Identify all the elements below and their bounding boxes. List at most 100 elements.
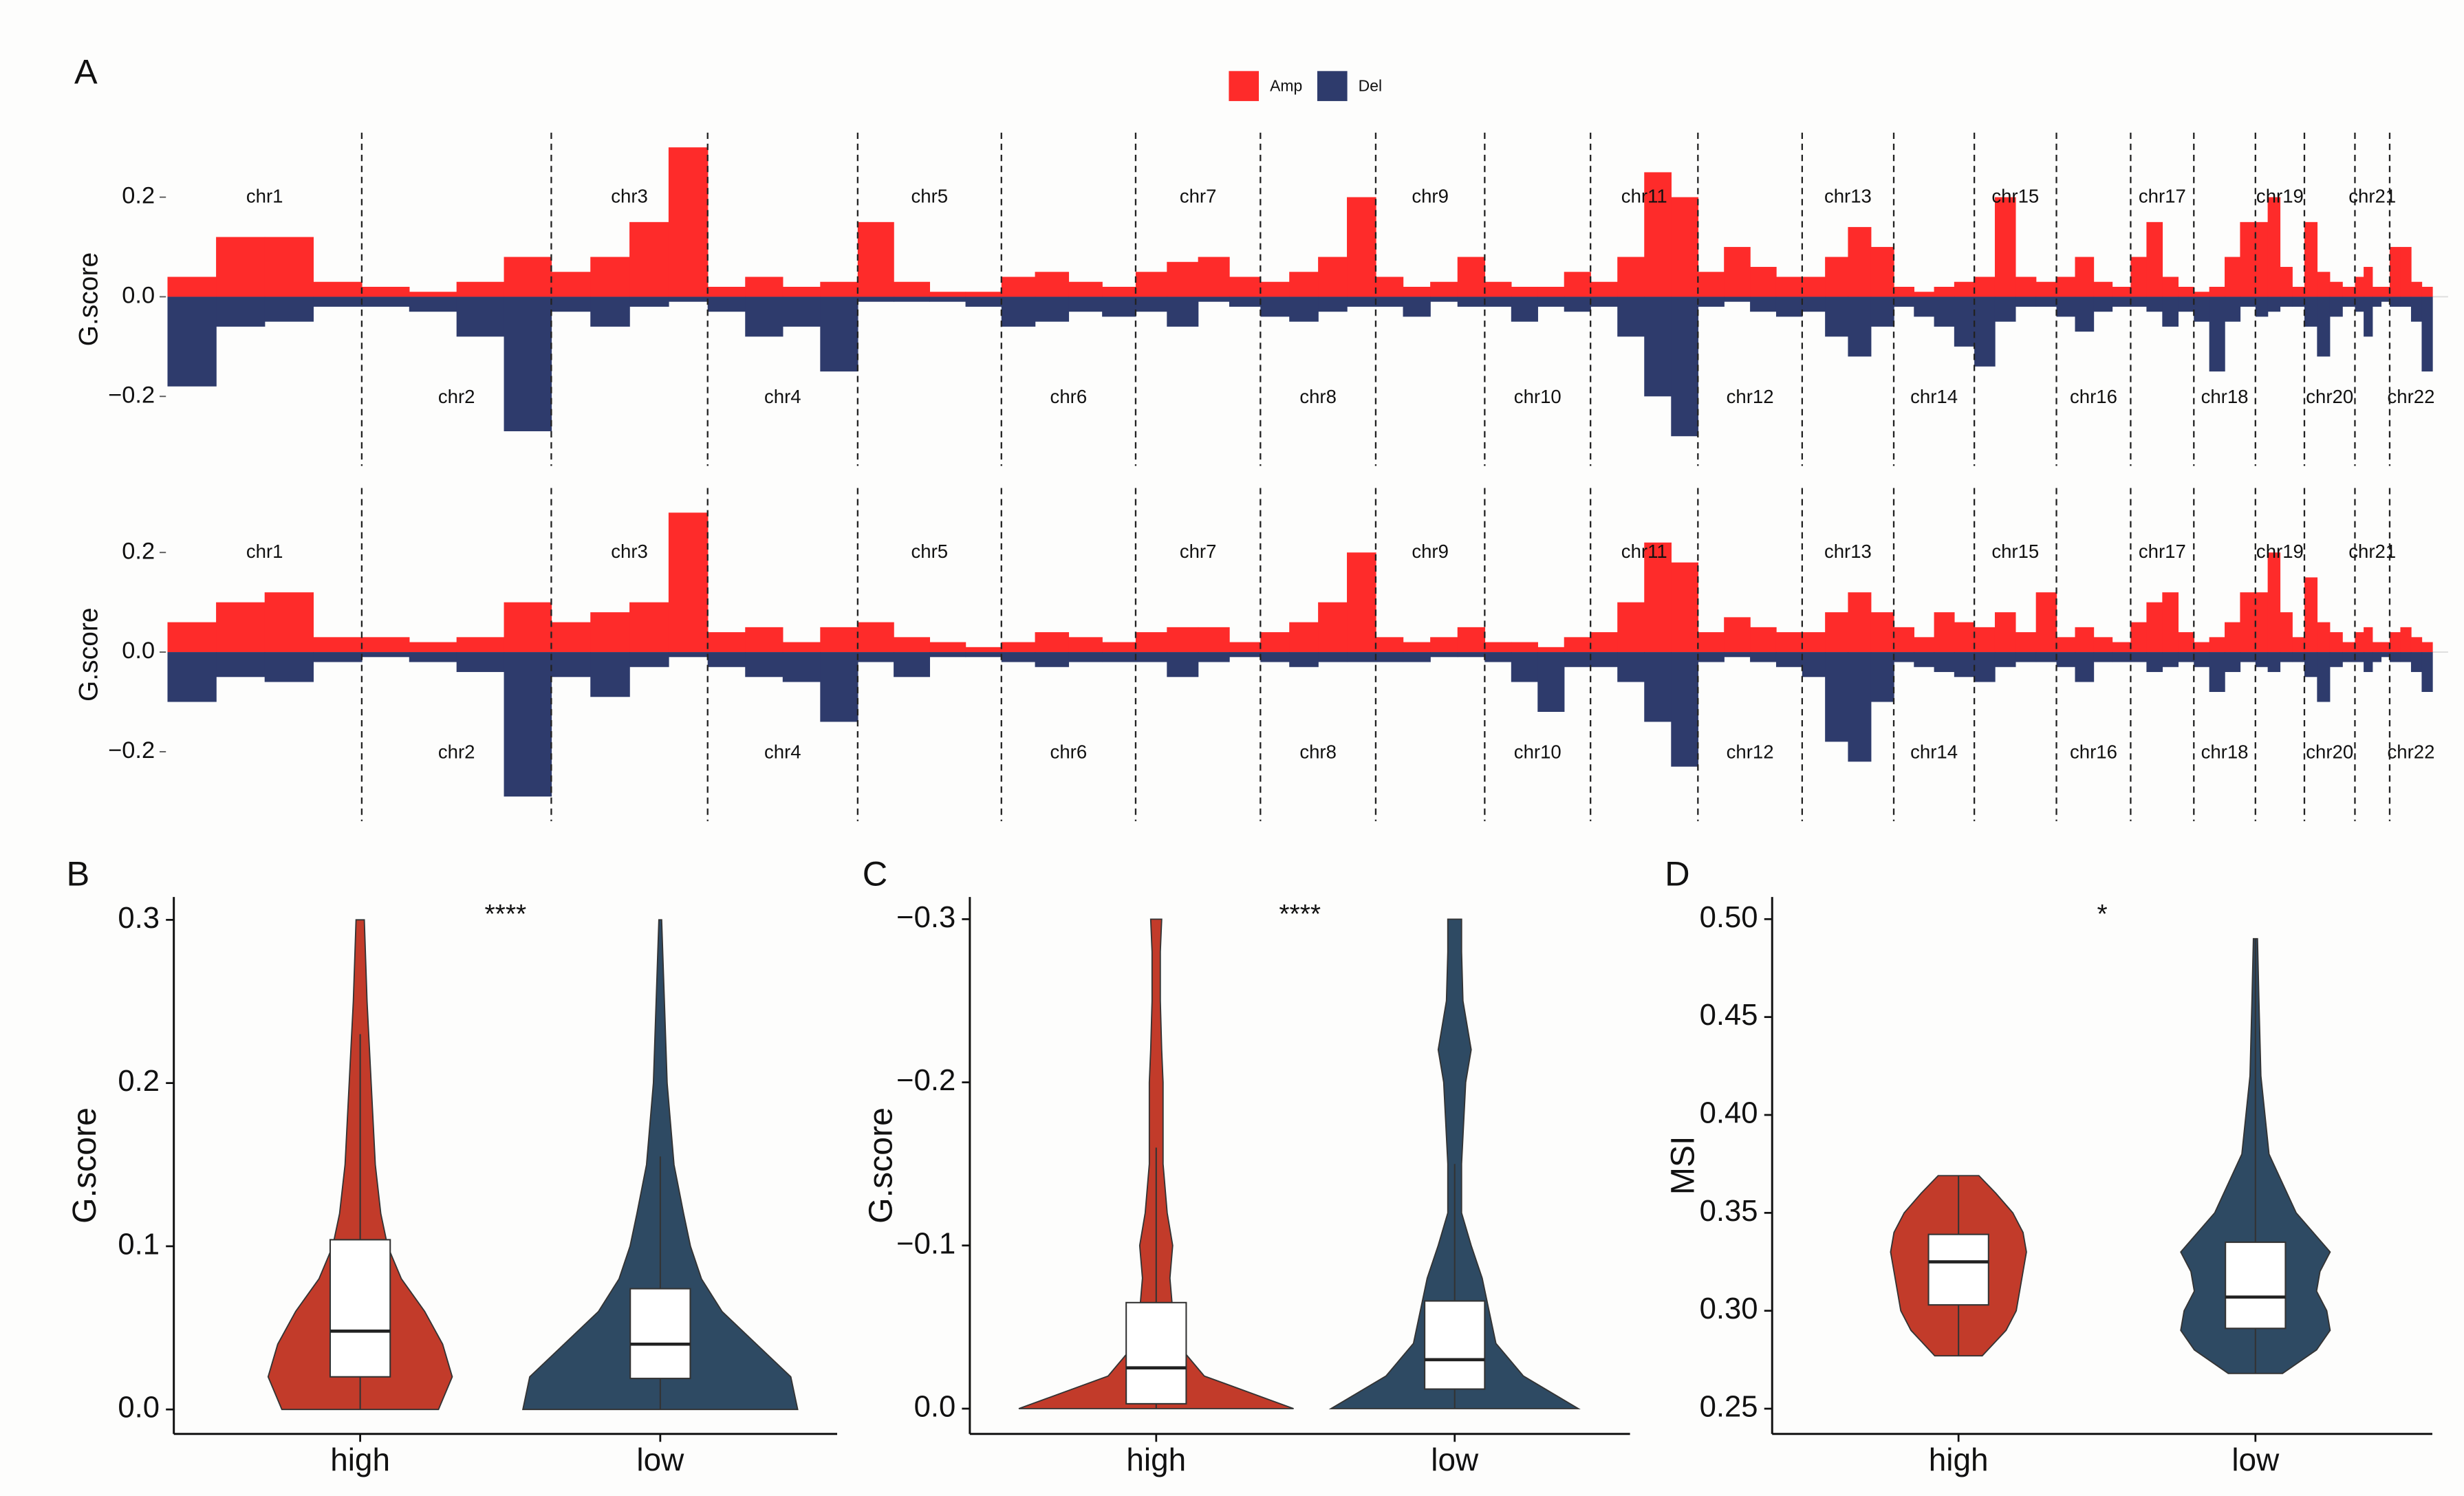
cn-segment [2146,221,2163,297]
cn-segment [2389,247,2401,297]
cn-segment [929,292,966,297]
cn-segment [2304,577,2318,653]
box [329,1239,391,1378]
cn-segment [2112,296,2132,307]
cn-segment [1484,281,1512,297]
cn-segment [1167,261,1199,297]
cn-segment [2280,652,2293,662]
cn-segment [1914,637,1935,653]
cn-segment [2372,296,2382,307]
cn-segment [2240,592,2256,653]
cn-segment [2304,652,2318,677]
cn-segment [2255,652,2269,667]
cn-segment [2364,652,2373,673]
cn-segment [551,652,591,677]
cn-segment [894,652,931,677]
cn-segment [1644,296,1672,397]
cn-segment [1198,652,1230,662]
cn-segment [2015,652,2037,662]
cn-segment [629,221,669,297]
cn-segment [1564,652,1591,667]
chromosome-label: chr15 [1991,185,2039,206]
y-axis-label: G.score [66,1107,103,1224]
cn-segment [1974,277,1996,297]
cn-segment [2225,296,2241,322]
chromosome-label: chr7 [1180,185,1217,206]
cn-segment [2364,627,2373,653]
chromosome-label: chr18 [2201,741,2249,762]
cn-segment [1617,257,1645,297]
cn-segment [2381,286,2390,297]
significance: * [2097,900,2108,929]
cn-segment [1934,286,1955,297]
cn-segment [2421,652,2433,693]
legend-swatch [1229,71,1260,101]
cn-segment [2280,267,2293,297]
cn-segment [216,652,266,677]
cn-segment [2355,296,2364,312]
cn-segment [2075,296,2095,332]
cn-segment [2056,296,2076,317]
cn-segment [2240,221,2256,297]
cn-segment [629,296,669,307]
cn-segment [313,281,363,297]
cn-segment [2280,612,2293,653]
cn-segment [1430,637,1458,653]
cn-segment [2342,286,2356,297]
chromosome-label: chr11 [1621,541,1667,562]
cn-segment [2240,652,2256,662]
chromosome-label: chr14 [1910,741,1958,762]
cn-segment [1375,652,1404,662]
cn-segment [2162,592,2179,653]
cn-segment [1068,296,1103,312]
cn-segment [1318,257,1348,297]
cn-segment [1617,652,1645,682]
cn-segment [456,281,505,297]
cn-segment [2209,286,2225,297]
cn-segment [707,296,746,312]
cn-segment [1260,281,1290,297]
y-tick-label: 0.2 [122,183,155,209]
cn-segment [1934,612,1955,653]
cn-segment [2364,296,2373,337]
panel-label: B [67,854,90,893]
cn-segment [1347,197,1376,297]
cn-segment [2400,247,2412,297]
chromosome-label: chr10 [1514,386,1561,407]
cn-segment [1994,612,2016,653]
cn-segment [2381,642,2390,653]
cn-segment [707,286,746,297]
cn-segment [1430,281,1458,297]
cn-segment [2280,296,2293,307]
cn-segment [2209,296,2225,372]
cn-segment [1260,632,1290,653]
cn-segment [2035,296,2057,307]
cn-segment [2015,632,2037,653]
x-tick-label: low [1431,1442,1479,1477]
chromosome-label: chr3 [611,541,648,562]
panel-label: C [863,854,887,893]
cn-segment [2225,652,2241,673]
cn-segment [2146,602,2163,653]
cn-segment [264,237,314,297]
chromosome-label: chr13 [1824,185,1872,206]
box [1125,1301,1187,1405]
cn-segment [707,632,746,653]
cn-segment [2075,257,2095,297]
cn-segment [1347,552,1376,653]
cn-segment [1167,296,1199,327]
cn-segment [1775,277,1803,297]
cn-segment [2381,652,2390,658]
cn-segment [1994,197,2016,297]
chromosome-label: chr8 [1299,386,1337,407]
cn-segment [2035,652,2057,662]
cn-segment [1802,296,1826,312]
chromosome-label: chr12 [1727,386,1774,407]
chromosome-label: chr9 [1412,185,1449,206]
cn-segment [1698,632,1725,653]
cn-segment [2209,637,2225,653]
x-tick-label: low [2231,1442,2280,1477]
chromosome-label: chr5 [911,541,949,562]
cn-segment [1671,197,1699,297]
